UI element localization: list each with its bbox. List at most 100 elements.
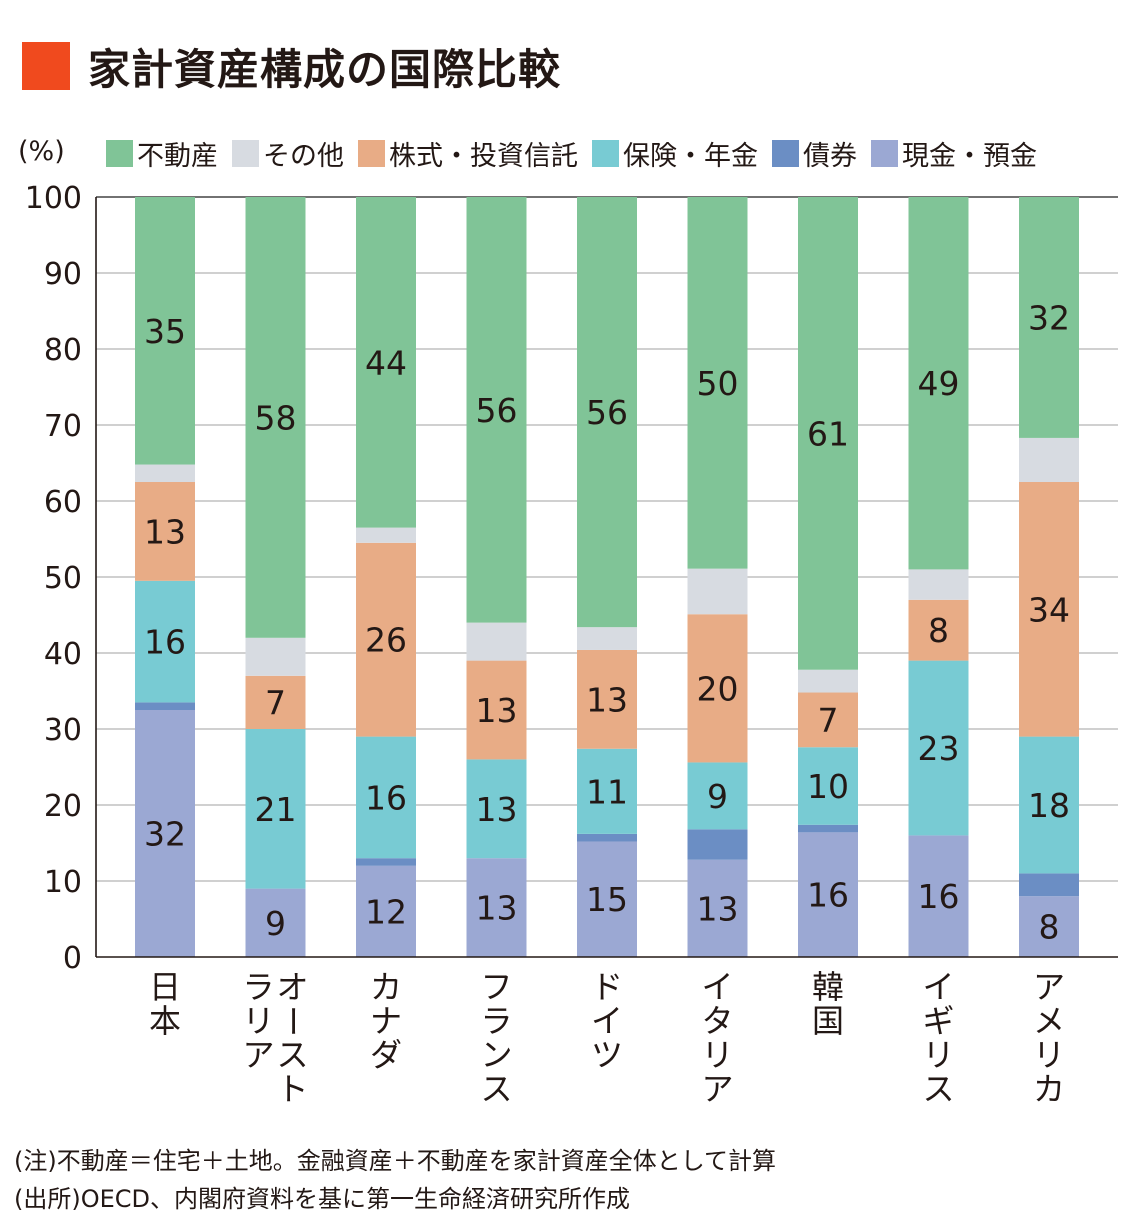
bar-segment-real_estate-3 [466, 197, 527, 623]
data-label-stocks-2: 26 [365, 621, 407, 660]
data-label-real_estate-0: 35 [144, 312, 186, 351]
bar-segment-stocks-1 [245, 675, 306, 729]
x-category-label-char: ア [701, 1070, 733, 1108]
bar-segment-bonds-0 [135, 702, 195, 710]
x-category-label-char: ス [922, 1070, 954, 1108]
bar-segment-other-2 [356, 527, 416, 543]
bar-segment-insurance-6 [798, 747, 858, 825]
data-label-real_estate-6: 61 [807, 414, 849, 453]
x-category-label-char: ン [480, 1036, 512, 1074]
y-tick-label-100: 100 [25, 181, 82, 216]
x-category-label-char: リ [242, 1002, 274, 1040]
bar-segment-real_estate-6 [798, 197, 858, 670]
x-category-label-char: 韓 [812, 968, 844, 1006]
legend-item-cash: 現金・預金 [871, 134, 1037, 173]
bar-segment-real_estate-4 [577, 197, 637, 628]
x-category-label-char: フ [480, 968, 512, 1006]
x-category-label-char: ト [276, 1070, 308, 1108]
data-label-cash-2: 12 [365, 892, 407, 931]
data-label-cash-5: 13 [697, 889, 739, 928]
data-label-insurance-4: 11 [586, 772, 628, 811]
x-category-label-char: リ [701, 1036, 733, 1074]
bar-segment-stocks-0 [135, 482, 195, 581]
x-category-label-char: イ [701, 968, 733, 1006]
bar-segment-cash-7 [908, 835, 969, 957]
x-category-label-char: 本 [149, 1002, 181, 1040]
bar-segment-real_estate-2 [356, 197, 416, 528]
data-label-insurance-6: 10 [807, 767, 849, 806]
title-marker [22, 42, 70, 90]
legend: 不動産 その他 株式・投資信託 保険・年金 債券 現金・預金 [106, 134, 1037, 173]
x-category-label-char: ツ [591, 1036, 623, 1074]
y-tick-label-0: 0 [63, 941, 82, 976]
legend-item-stocks: 株式・投資信託 [358, 134, 578, 173]
x-category-label-char: イ [591, 1002, 623, 1040]
bar-segment-other-1 [245, 637, 306, 676]
x-category-label-char: タ [701, 1002, 733, 1040]
bar-segment-cash-0 [135, 710, 195, 957]
bar-segment-bonds-2 [356, 858, 416, 866]
x-category-label-char: ス [276, 1036, 308, 1074]
data-label-real_estate-1: 58 [255, 398, 297, 437]
footnotes: (注)不動産＝住宅＋土地。金融資産＋不動産を家計資産全体として計算 (出所)OE… [14, 1142, 776, 1218]
data-label-real_estate-5: 50 [697, 364, 739, 403]
data-label-cash-6: 16 [807, 876, 849, 915]
y-tick-label-90: 90 [44, 257, 82, 292]
x-category-label-char: オ [276, 968, 308, 1006]
x-category-label-char: ス [480, 1070, 512, 1108]
x-category-label-char: イ [922, 968, 954, 1006]
bar-segment-other-7 [908, 569, 969, 600]
legend-swatch-cash [871, 140, 898, 167]
legend-swatch-stocks [358, 140, 385, 167]
bar-segment-cash-5 [687, 859, 748, 957]
bar-segment-stocks-8 [1019, 482, 1079, 737]
data-label-stocks-4: 13 [586, 680, 628, 719]
x-category-label-char: ギ [922, 1002, 954, 1040]
bar-segment-insurance-8 [1019, 736, 1079, 874]
x-category-label-char: カ [1033, 1070, 1065, 1108]
y-tick-label-80: 80 [44, 333, 82, 368]
x-category-label-char: ダ [370, 1036, 402, 1074]
x-category-label-char: 日 [149, 968, 181, 1006]
legend-swatch-insurance [592, 140, 619, 167]
legend-item-bonds: 債券 [772, 134, 857, 173]
x-category-label-char: リ [1033, 1036, 1065, 1074]
bar-segment-insurance-4 [577, 748, 637, 834]
bar-segment-cash-4 [577, 841, 637, 957]
bar-segment-stocks-4 [577, 649, 637, 749]
legend-item-other: その他 [232, 134, 344, 173]
data-label-cash-7: 16 [918, 877, 960, 916]
data-label-cash-4: 15 [586, 880, 628, 919]
data-label-real_estate-3: 56 [476, 391, 518, 430]
bar-segment-other-6 [798, 669, 858, 693]
y-tick-label-70: 70 [44, 409, 82, 444]
bar-segment-real_estate-5 [687, 197, 748, 569]
bar-segment-other-8 [1019, 437, 1079, 482]
legend-swatch-bonds [772, 140, 799, 167]
bar-segment-insurance-3 [466, 759, 527, 859]
data-label-stocks-1: 7 [265, 683, 286, 722]
data-label-stocks-6: 7 [818, 701, 839, 740]
data-label-stocks-0: 13 [144, 512, 186, 551]
x-category-label-char: ー [274, 1005, 312, 1037]
bar-segment-bonds-4 [577, 833, 637, 842]
bar-segment-other-4 [577, 627, 637, 650]
data-label-stocks-5: 20 [697, 669, 739, 708]
x-category-label-char: ナ [370, 1002, 402, 1040]
data-label-real_estate-7: 49 [918, 364, 960, 403]
x-category-label-char: 国 [812, 1002, 844, 1040]
bar-segment-stocks-2 [356, 542, 416, 737]
bar-segment-real_estate-1 [245, 197, 306, 638]
bar-segment-stocks-7 [908, 599, 969, 661]
data-label-cash-0: 32 [144, 815, 186, 854]
chart-title-text: 家計資産構成の国際比較 [88, 44, 562, 94]
data-label-insurance-8: 18 [1028, 786, 1070, 825]
footnote-source: (出所)OECD、内閣府資料を基に第一生命経済研究所作成 [14, 1185, 631, 1213]
bar-segment-other-5 [687, 568, 748, 615]
legend-label-cash: 現金・預金 [902, 141, 1037, 172]
legend-swatch-other [232, 140, 259, 167]
data-label-stocks-7: 8 [928, 611, 949, 650]
y-tick-label-50: 50 [44, 561, 82, 596]
bar-segment-insurance-7 [908, 660, 969, 836]
bar-segment-stocks-3 [466, 660, 527, 760]
